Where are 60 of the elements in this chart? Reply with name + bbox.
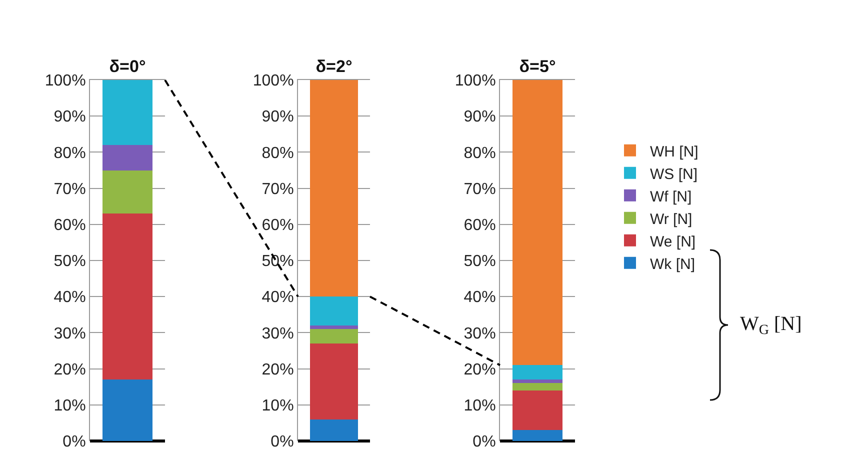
y-tick-label: 10% bbox=[54, 398, 86, 414]
y-tick-label: 80% bbox=[54, 144, 86, 162]
y-tick-label: 40% bbox=[262, 289, 294, 306]
bar bbox=[310, 296, 358, 326]
y-tick-label: 100% bbox=[44, 72, 86, 90]
legend-label: Wk [N] bbox=[650, 256, 695, 273]
legend-label: WH [N] bbox=[650, 143, 698, 160]
y-tick-label: 20% bbox=[464, 361, 496, 378]
bar bbox=[102, 170, 153, 214]
y-tick-label: 40% bbox=[464, 289, 496, 306]
y-tick-label: 40% bbox=[54, 289, 86, 306]
legend-label: Wr [N] bbox=[650, 210, 692, 228]
y-tick-label: 70% bbox=[464, 180, 496, 198]
bar bbox=[512, 365, 563, 380]
bar bbox=[512, 383, 563, 390]
legend-label: WS [N] bbox=[650, 166, 698, 183]
y-tick-label: 0% bbox=[270, 434, 294, 451]
y-tick-label: 60% bbox=[464, 217, 496, 234]
y-tick-label: 30% bbox=[54, 325, 86, 342]
y-tick-label: 10% bbox=[262, 398, 294, 414]
y-tick-label: 90% bbox=[464, 108, 496, 126]
bar bbox=[310, 419, 358, 441]
bar bbox=[102, 144, 153, 170]
y-tick-label: 60% bbox=[262, 217, 294, 234]
bar bbox=[102, 380, 153, 441]
legend-label: Wf [N] bbox=[650, 188, 692, 206]
y-tick-label: 90% bbox=[262, 108, 294, 126]
y-tick-label: 60% bbox=[54, 217, 86, 234]
y-tick-label: 100% bbox=[252, 72, 294, 90]
y-tick-label: 20% bbox=[262, 361, 294, 378]
bar bbox=[102, 214, 153, 380]
y-tick-label: 30% bbox=[464, 325, 496, 342]
bar bbox=[512, 380, 563, 384]
y-tick-label: 30% bbox=[262, 325, 294, 342]
bar bbox=[310, 344, 358, 420]
y-tick-label: 0% bbox=[62, 434, 86, 451]
y-tick-label: 20% bbox=[54, 361, 86, 378]
x-tick-label: δ=2° bbox=[316, 57, 352, 76]
bar bbox=[102, 80, 153, 145]
bar bbox=[310, 325, 358, 330]
y-tick-label: 50% bbox=[54, 253, 86, 270]
legend-label: We [N] bbox=[650, 233, 696, 250]
bar bbox=[512, 80, 563, 366]
y-tick-label: 0% bbox=[472, 434, 496, 451]
y-tick-label: 50% bbox=[464, 253, 496, 270]
y-tick-label: 80% bbox=[262, 144, 294, 162]
y-tick-label: 70% bbox=[54, 180, 86, 198]
y-tick-label: 50% bbox=[262, 253, 294, 270]
y-tick-label: 80% bbox=[464, 144, 496, 162]
bar bbox=[310, 329, 358, 344]
x-tick-label: δ=5° bbox=[519, 57, 556, 76]
y-tick-label: 100% bbox=[454, 72, 496, 90]
y-tick-label: 70% bbox=[262, 180, 294, 198]
y-tick-label: 90% bbox=[54, 108, 86, 126]
bar bbox=[310, 80, 358, 297]
x-tick-label: δ=0° bbox=[109, 57, 146, 76]
bar bbox=[512, 390, 563, 430]
y-tick-label: 10% bbox=[464, 398, 496, 414]
text: W$_{G}$ [N] bbox=[740, 313, 802, 338]
bar bbox=[512, 430, 563, 441]
